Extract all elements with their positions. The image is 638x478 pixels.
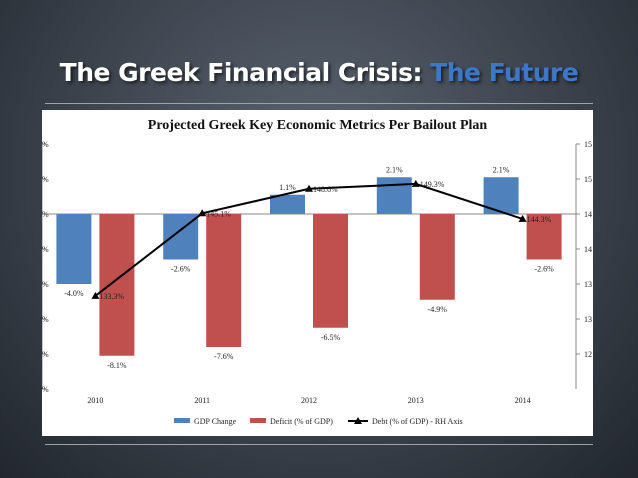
deficit-bar <box>313 214 348 328</box>
chart-panel: %%%%%%%% 15 15 14 14 13 13 12 2010 2011 2012 2013 20… <box>42 110 593 436</box>
gdp-change-data-label: 2.1% <box>493 165 510 174</box>
deficit-data-label: -4.9% <box>428 305 448 314</box>
left-axis-tick-label: % <box>42 175 49 184</box>
left-axis-tick-label: % <box>42 245 49 254</box>
x-axis-tick-label: 2010 <box>87 396 103 405</box>
title-divider-top <box>45 103 593 104</box>
debt-data-label: 148.6% <box>313 185 338 194</box>
right-axis-tick-label: 15 <box>584 140 592 149</box>
debt-data-label: 144.3% <box>527 215 552 224</box>
gdp-change-bar <box>56 214 92 284</box>
right-axis-tick-label: 13 <box>584 280 592 289</box>
debt-marker <box>305 184 313 192</box>
debt-marker <box>91 291 100 299</box>
debt-marker <box>411 179 420 187</box>
legend-deficit-swatch <box>250 418 266 423</box>
left-axis-tick-label: % <box>42 210 49 219</box>
debt-data-label: 133.3% <box>99 292 124 301</box>
gdp-change-bar <box>376 177 412 214</box>
debt-marker <box>518 214 527 222</box>
chart-svg: %%%%%%%% 15 15 14 14 13 13 12 2010 2011 2012 2013 20… <box>42 140 592 426</box>
slide-title: The Greek Financial Crisis: The Future <box>0 58 638 87</box>
x-axis-tick-label: 2013 <box>408 396 424 405</box>
x-axis-tick-label: 2012 <box>301 396 317 405</box>
x-axis-tick-label: 2014 <box>515 396 531 405</box>
slide-divider-bottom <box>45 444 593 445</box>
deficit-data-label: -2.6% <box>534 265 554 274</box>
right-axis-tick-label: 14 <box>584 245 592 254</box>
legend-gdp-label: GDP Change <box>194 417 237 426</box>
legend-deficit-label: Deficit (% of GDP) <box>270 417 333 426</box>
legend-gdp-swatch <box>174 418 190 423</box>
deficit-data-label: -7.6% <box>214 352 234 361</box>
x-axis-tick-label: 2011 <box>194 396 210 405</box>
left-axis-tick-label: % <box>42 385 49 394</box>
deficit-bar <box>99 214 135 356</box>
legend-debt-marker <box>354 417 362 424</box>
debt-line <box>94 182 523 297</box>
left-axis-tick-label: % <box>42 140 49 149</box>
right-axis-tick-label: 15 <box>584 175 592 184</box>
slide-title-accent: The Future <box>430 58 579 87</box>
gdp-change-data-label: 1.1% <box>279 183 296 192</box>
gdp-change-data-label: -2.6% <box>171 265 191 274</box>
deficit-bar <box>526 214 562 260</box>
legend-debt-label: Debt (% of GDP) - RH Axis <box>372 417 463 426</box>
deficit-data-label: -6.5% <box>321 333 341 342</box>
left-axis-tick-label: % <box>42 350 49 359</box>
debt-marker <box>198 209 207 217</box>
gdp-change-data-label: -4.0% <box>64 289 84 298</box>
right-axis-tick-label: 12 <box>584 350 592 359</box>
right-axis-tick-label: 14 <box>584 210 592 219</box>
deficit-data-label: -8.1% <box>107 361 127 370</box>
gdp-change-data-label: 2.1% <box>386 165 403 174</box>
chart-title: Projected Greek Key Economic Metrics Per… <box>147 118 488 133</box>
slide-title-main: The Greek Financial Crisis: <box>59 58 431 87</box>
right-axis-tick-label: 13 <box>584 315 592 324</box>
left-axis-tick-label: % <box>42 280 49 289</box>
gdp-change-bar <box>270 194 305 214</box>
deficit-bar <box>419 214 455 300</box>
debt-data-label: 145.1% <box>206 209 231 218</box>
debt-data-label: 149.3% <box>420 180 445 189</box>
deficit-bar <box>206 214 242 347</box>
left-axis-tick-label: % <box>42 315 49 324</box>
